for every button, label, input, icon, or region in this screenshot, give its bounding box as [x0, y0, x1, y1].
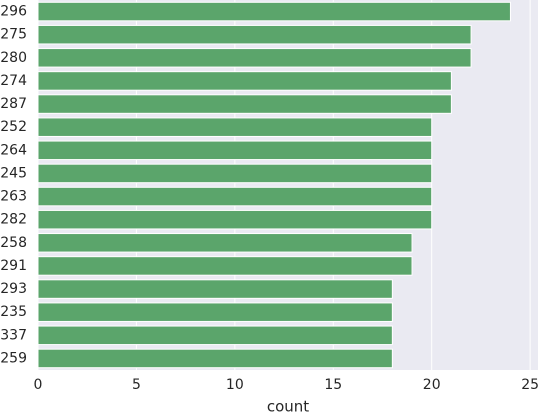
y-tick-label: 259: [0, 350, 27, 366]
y-tick-label: 296: [0, 4, 27, 20]
x-tick-label: 25: [521, 377, 538, 393]
y-tick-label: 258: [0, 235, 27, 251]
y-tick-label: 245: [0, 165, 27, 181]
bar: [37, 209, 433, 230]
bar: [37, 24, 472, 45]
y-tick-label: 280: [0, 50, 27, 66]
bar: [37, 163, 433, 184]
y-tick-label: 287: [0, 96, 27, 112]
y-tick-label: 275: [0, 27, 27, 43]
y-tick-label: 235: [0, 304, 27, 320]
bar: [37, 71, 452, 91]
x-tick-label: 0: [34, 377, 43, 393]
bar: [37, 348, 393, 369]
y-tick-label: 252: [0, 119, 27, 135]
bar: [37, 94, 452, 114]
y-tick-label: 264: [0, 142, 27, 158]
x-tick-label: 20: [423, 377, 441, 393]
bar: [37, 140, 433, 161]
y-tick-label: 274: [0, 73, 27, 89]
x-tick-label: 15: [324, 377, 342, 393]
bar: [37, 256, 413, 276]
x-axis-label: count: [267, 398, 309, 414]
bar: [37, 117, 433, 137]
bar: [37, 325, 393, 346]
y-tick-label: 293: [0, 281, 27, 297]
bar: [37, 186, 433, 207]
y-tick-label: 291: [0, 258, 27, 274]
bar: [37, 279, 393, 299]
bar: [37, 48, 472, 68]
bar: [37, 233, 413, 253]
x-tick-label: 10: [226, 377, 244, 393]
y-tick-label: 263: [0, 189, 27, 205]
y-tick-label: 337: [0, 327, 27, 343]
y-tick-label: 282: [0, 212, 27, 228]
x-tick-label: 5: [132, 377, 141, 393]
bar: [37, 1, 511, 22]
bar: [37, 302, 393, 322]
